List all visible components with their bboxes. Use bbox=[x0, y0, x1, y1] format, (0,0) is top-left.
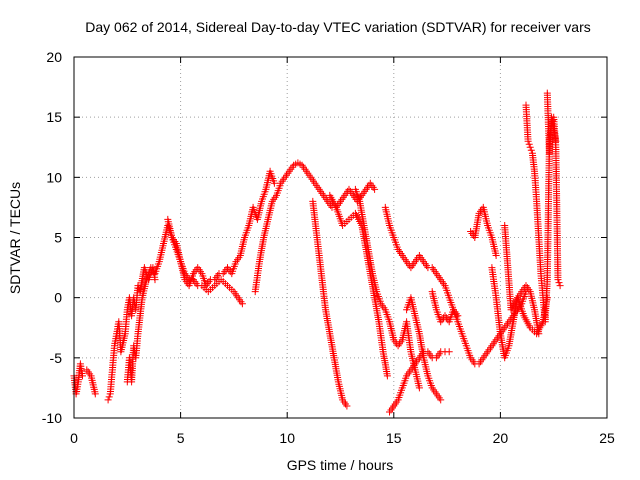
data-point bbox=[552, 137, 560, 145]
data-point bbox=[79, 372, 86, 380]
data-points bbox=[70, 89, 564, 416]
data-point bbox=[492, 252, 500, 259]
axis-ticks bbox=[73, 56, 608, 419]
data-point bbox=[238, 300, 246, 308]
data-point bbox=[270, 179, 278, 187]
data-point bbox=[147, 264, 155, 272]
data-point bbox=[383, 372, 391, 380]
x-axis-label: GPS time / hours bbox=[287, 457, 394, 473]
y-tick-label: 5 bbox=[54, 230, 62, 246]
y-tick-label: -10 bbox=[42, 410, 62, 426]
x-tick-label: 5 bbox=[177, 430, 185, 446]
y-axis-label: SDTVAR / TECUs bbox=[7, 182, 23, 294]
data-point-interp bbox=[555, 279, 563, 287]
data-point bbox=[526, 143, 534, 151]
data-point-interp bbox=[105, 393, 113, 401]
data-point bbox=[91, 390, 99, 398]
y-tick-label: 20 bbox=[46, 49, 62, 65]
chart-title: Day 062 of 2014, Sidereal Day-to-day VTE… bbox=[85, 19, 591, 35]
x-tick-label: 20 bbox=[493, 430, 509, 446]
data-point-interp bbox=[527, 146, 535, 154]
data-point-interp bbox=[525, 140, 533, 148]
data-point bbox=[104, 396, 112, 404]
y-tick-label: 15 bbox=[46, 109, 62, 125]
x-axis-tick-labels: 0 5 10 15 20 25 bbox=[70, 430, 615, 446]
data-point bbox=[371, 185, 379, 193]
data-point bbox=[437, 396, 445, 404]
x-tick-label: 10 bbox=[279, 430, 295, 446]
data-point bbox=[524, 137, 532, 145]
data-point bbox=[151, 276, 159, 284]
y-tick-label: 10 bbox=[46, 169, 62, 185]
x-tick-label: 15 bbox=[386, 430, 402, 446]
data-point bbox=[415, 384, 423, 392]
x-tick-label: 25 bbox=[599, 430, 615, 446]
data-point bbox=[556, 282, 564, 290]
data-point bbox=[543, 294, 551, 302]
x-tick-label: 0 bbox=[70, 430, 78, 446]
data-point bbox=[445, 348, 453, 356]
plot-frame bbox=[73, 56, 608, 419]
y-axis-tick-labels: -10 -5 0 5 10 15 20 bbox=[42, 49, 62, 426]
data-point bbox=[343, 402, 351, 410]
grid-lines bbox=[74, 57, 607, 418]
data-point bbox=[454, 312, 462, 320]
y-tick-label: 0 bbox=[54, 290, 62, 306]
y-tick-label: -5 bbox=[50, 350, 63, 366]
data-point bbox=[554, 276, 562, 284]
